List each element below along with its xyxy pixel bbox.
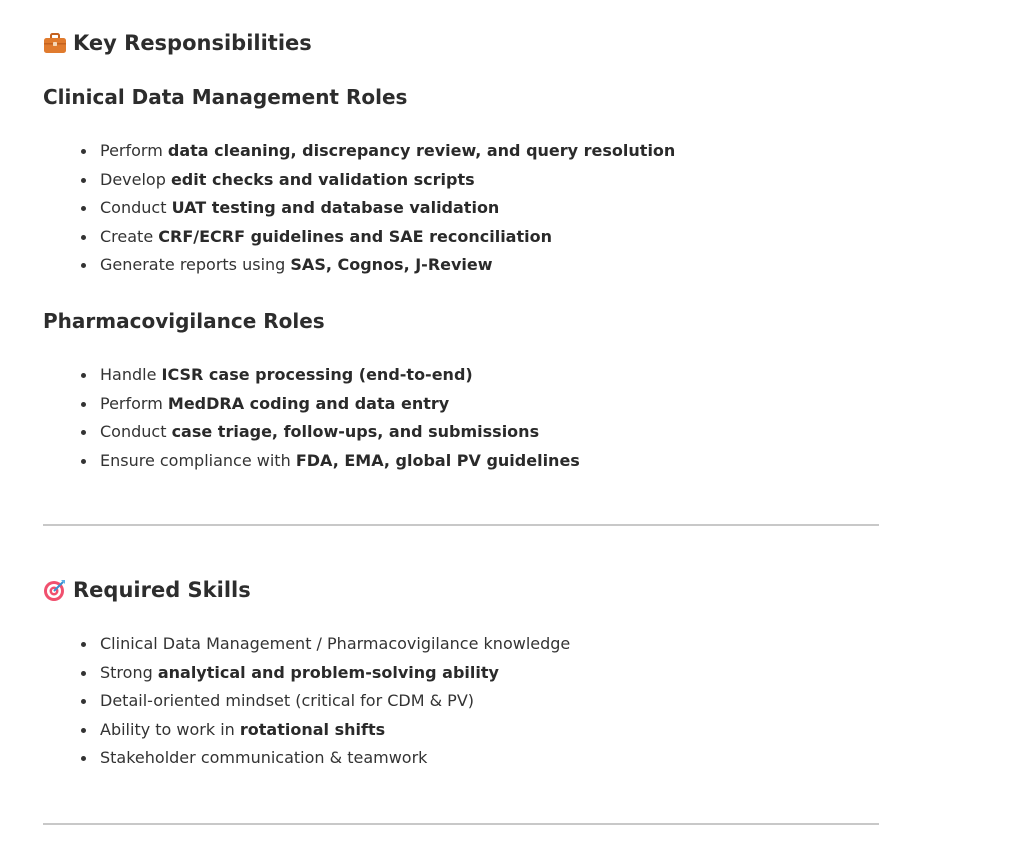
subsection-title-cdm: Clinical Data Management Roles bbox=[43, 85, 408, 109]
list-item: Stakeholder communication & teamwork bbox=[80, 744, 570, 773]
item-text: Develop bbox=[100, 169, 171, 189]
list-item: Conduct case triage, follow-ups, and sub… bbox=[80, 418, 580, 447]
item-text: Perform bbox=[100, 141, 168, 160]
list-item: Detail-oriented mindset (critical for CD… bbox=[80, 687, 570, 716]
list-item: Strong analytical and problem-solving ab… bbox=[80, 659, 570, 688]
list-item: Perform data cleaning, discrepancy revie… bbox=[80, 137, 675, 166]
section-title: Required Skills bbox=[73, 578, 251, 602]
section-heading-required-skills: Required Skills bbox=[43, 576, 251, 604]
item-text: Conduct bbox=[100, 422, 172, 441]
divider bbox=[43, 524, 879, 526]
item-emphasis: edit checks and validation scripts bbox=[170, 169, 475, 189]
list-item: Create CRF/ECRF guidelines and SAE recon… bbox=[80, 223, 675, 252]
item-text: Perform bbox=[100, 393, 168, 413]
list-item: Handle ICSR case processing (end-to-end) bbox=[80, 361, 580, 390]
list-item: Ensure compliance with FDA, EMA, global … bbox=[80, 447, 580, 476]
item-text: Detail-oriented mindset (critical for CD… bbox=[100, 691, 475, 710]
subsection-title-pv: Pharmacovigilance Roles bbox=[43, 309, 325, 333]
item-text: Ability to work in bbox=[100, 719, 240, 739]
item-emphasis: rotational shifts bbox=[239, 719, 386, 739]
cdm-roles-list: Perform data cleaning, discrepancy revie… bbox=[80, 137, 675, 280]
item-emphasis: UAT testing and database validation bbox=[171, 198, 500, 217]
list-item: Perform MedDRA coding and data entry bbox=[80, 390, 580, 419]
item-emphasis: FDA, EMA, global PV guidelines bbox=[295, 450, 580, 470]
item-text: Clinical Data Management / Pharmacovigil… bbox=[100, 634, 571, 653]
item-emphasis: SAS, Cognos, J-Review bbox=[290, 255, 493, 274]
item-emphasis: ICSR case processing (end-to-end) bbox=[161, 365, 473, 384]
item-emphasis: case triage, follow-ups, and submissions bbox=[171, 422, 540, 441]
item-emphasis: MedDRA coding and data entry bbox=[167, 393, 450, 413]
section-heading-key-responsibilities: Key Responsibilities bbox=[43, 29, 312, 57]
list-item: Generate reports using SAS, Cognos, J-Re… bbox=[80, 251, 675, 280]
item-text: Handle bbox=[100, 365, 162, 384]
item-text: Stakeholder communication & teamwork bbox=[100, 748, 428, 767]
list-item: Conduct UAT testing and database validat… bbox=[80, 194, 675, 223]
item-text: Create bbox=[100, 226, 159, 246]
item-emphasis: analytical and problem-solving ability bbox=[157, 662, 499, 682]
item-text: Generate reports using bbox=[100, 255, 291, 274]
list-item: Develop edit checks and validation scrip… bbox=[80, 166, 675, 195]
divider bbox=[43, 823, 879, 825]
item-text: Conduct bbox=[100, 198, 172, 217]
list-item: Ability to work in rotational shifts bbox=[80, 716, 570, 745]
item-text: Ensure compliance with bbox=[100, 450, 296, 470]
briefcase-icon bbox=[44, 33, 66, 53]
pv-roles-list: Handle ICSR case processing (end-to-end)… bbox=[80, 361, 580, 475]
item-emphasis: data cleaning, discrepancy review, and q… bbox=[167, 141, 676, 160]
skills-list: Clinical Data Management / Pharmacovigil… bbox=[80, 630, 570, 773]
item-emphasis: CRF/ECRF guidelines and SAE reconciliati… bbox=[158, 226, 552, 246]
target-icon bbox=[44, 580, 65, 601]
list-item: Clinical Data Management / Pharmacovigil… bbox=[80, 630, 570, 659]
section-title: Key Responsibilities bbox=[73, 31, 312, 55]
item-text: Strong bbox=[100, 662, 158, 682]
